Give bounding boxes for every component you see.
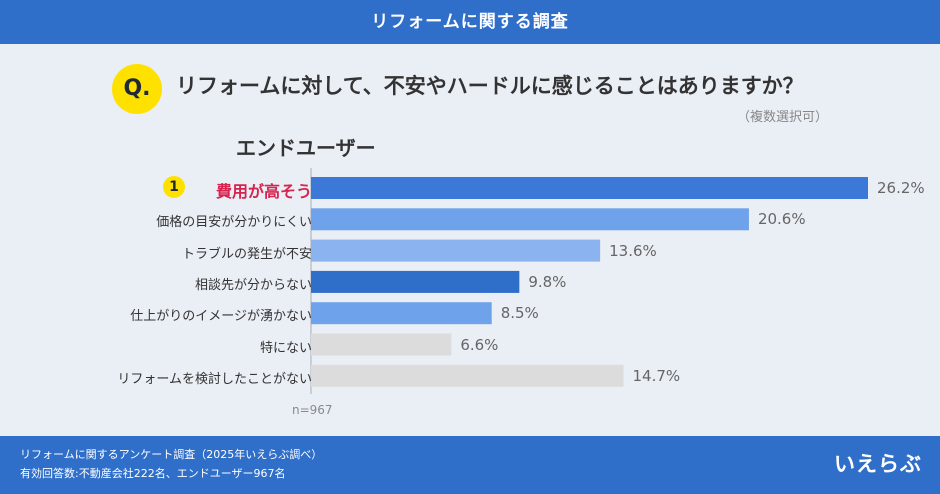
header-bar: リフォームに関する調査 <box>0 0 940 44</box>
bar-4 <box>311 270 520 293</box>
bar-1 <box>311 177 868 199</box>
brand-logo: いえらぶ <box>834 452 922 476</box>
question-text: リフォームに対して、不安やハードルに感じることはありますか？ <box>176 74 804 98</box>
rank-badge: 1 <box>163 176 185 198</box>
question-note: （複数選択可） <box>737 110 829 125</box>
bar-7 <box>311 364 624 387</box>
value-label-1: 26.2% <box>877 179 925 197</box>
footer-respondents: 有効回答数:不動産会社222名、エンドユーザー967名 <box>20 467 286 480</box>
category-label-2: 価格の目安が分かりにくい <box>156 215 312 231</box>
value-label-7: 14.7% <box>632 366 681 385</box>
bar-3 <box>311 239 601 262</box>
value-label-4: 9.8% <box>528 272 567 291</box>
footer-source: リフォームに関するアンケート調査（2025年いえらぶ調べ） <box>20 448 323 461</box>
value-label-3: 13.6% <box>609 241 657 260</box>
section-title: エンドユーザー <box>236 136 376 160</box>
sample-size: n=967 <box>292 403 333 417</box>
category-label-1: 費用が高そう <box>215 182 312 201</box>
category-label-3: トラブルの発生が不安 <box>181 246 312 262</box>
bar-6 <box>311 333 452 356</box>
bar-2 <box>311 208 749 231</box>
category-label-5: 仕上がりのイメージが湧かない <box>130 309 312 325</box>
bar-5 <box>311 302 492 325</box>
header-title: リフォームに関する調査 <box>371 12 569 32</box>
category-label-6: 特にない <box>259 340 312 356</box>
question-badge: Q. <box>112 64 162 114</box>
category-label-7: リフォームを検討したことがない <box>117 371 312 387</box>
value-label-5: 8.5% <box>500 304 539 323</box>
value-label-2: 20.6% <box>757 210 806 229</box>
category-label-4: 相談先が分からない <box>194 277 312 293</box>
value-label-6: 6.6% <box>460 335 499 354</box>
footer-bar: リフォームに関するアンケート調査（2025年いえらぶ調べ） 有効回答数:不動産会… <box>0 436 940 494</box>
